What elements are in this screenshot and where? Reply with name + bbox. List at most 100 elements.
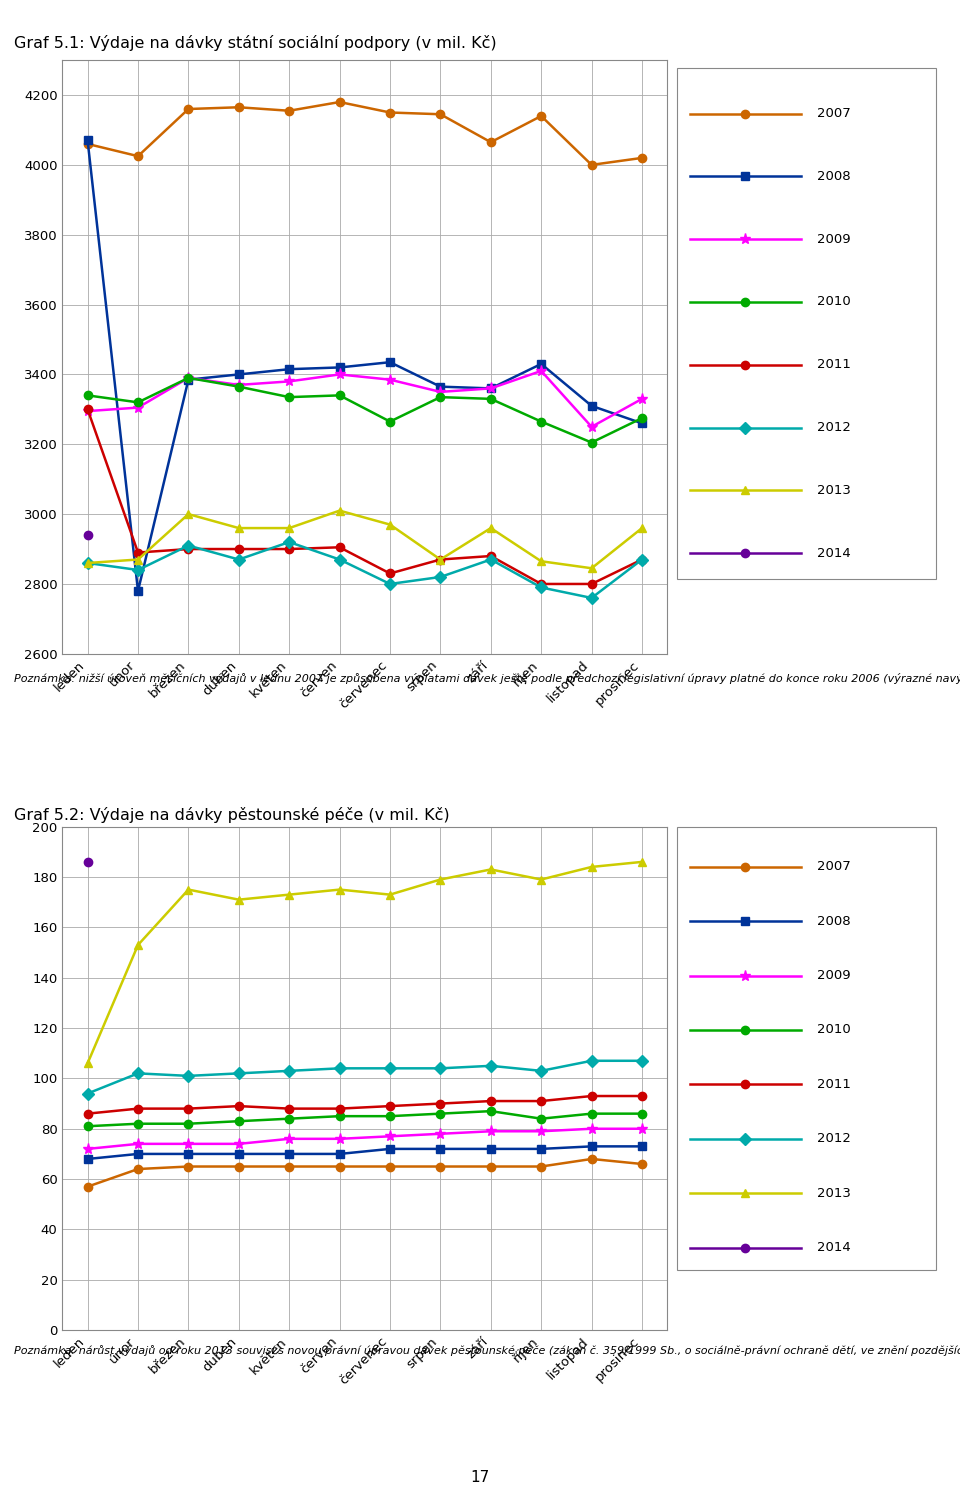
- 2013: [485, 519, 496, 537]
- Text: 2009: 2009: [817, 969, 851, 981]
- 2009: [132, 1135, 144, 1153]
- 2012: [283, 1061, 295, 1079]
- Line: 2007: 2007: [84, 98, 646, 168]
- 2009: [636, 389, 648, 407]
- Text: 2013: 2013: [817, 1187, 851, 1199]
- 2012: [636, 1052, 648, 1070]
- Text: 2013: 2013: [817, 484, 851, 497]
- Text: 2008: 2008: [817, 170, 851, 183]
- 2011: [233, 540, 245, 558]
- 2009: [334, 365, 346, 383]
- 2013: [636, 519, 648, 537]
- Text: 2012: 2012: [817, 1132, 851, 1145]
- 2013: [435, 870, 446, 888]
- 2013: [384, 516, 396, 534]
- 2008: [233, 1145, 245, 1163]
- 2007: [233, 98, 245, 116]
- 2008: [384, 1139, 396, 1157]
- 2010: [82, 386, 93, 404]
- Text: Poznámka: nárůst výdajů od roku 2013 souvisí s novou právní úpravou dávek pěstou: Poznámka: nárůst výdajů od roku 2013 sou…: [14, 1345, 960, 1356]
- 2009: [586, 1120, 597, 1138]
- Text: 2009: 2009: [817, 233, 851, 245]
- 2013: [233, 891, 245, 909]
- 2012: [485, 550, 496, 568]
- 2009: [334, 1130, 346, 1148]
- 2007: [536, 1157, 547, 1175]
- 2008: [132, 582, 144, 600]
- 2013: [182, 881, 194, 899]
- 2010: [334, 1108, 346, 1126]
- 2008: [82, 131, 93, 149]
- 2010: [82, 1117, 93, 1135]
- 2010: [485, 389, 496, 407]
- 2009: [384, 1127, 396, 1145]
- 2009: [283, 1130, 295, 1148]
- 2013: [485, 860, 496, 878]
- 2007: [82, 1178, 93, 1196]
- 2008: [334, 1145, 346, 1163]
- 2010: [132, 394, 144, 412]
- 2013: [82, 1054, 93, 1072]
- 2007: [485, 1157, 496, 1175]
- 2009: [283, 373, 295, 391]
- Text: 2008: 2008: [817, 914, 851, 927]
- 2011: [435, 1094, 446, 1112]
- 2008: [586, 397, 597, 415]
- 2008: [384, 353, 396, 371]
- 2013: [536, 552, 547, 570]
- 2013: [334, 502, 346, 520]
- 2009: [233, 376, 245, 394]
- 2008: [485, 1139, 496, 1157]
- 2013: [132, 936, 144, 954]
- 2010: [636, 1105, 648, 1123]
- 2007: [485, 134, 496, 152]
- 2008: [283, 361, 295, 379]
- 2012: [233, 550, 245, 568]
- 2010: [384, 1108, 396, 1126]
- 2007: [334, 93, 346, 111]
- Line: 2013: 2013: [84, 507, 646, 573]
- FancyBboxPatch shape: [677, 68, 936, 579]
- 2009: [132, 398, 144, 416]
- 2011: [636, 550, 648, 568]
- Line: 2014: 2014: [84, 531, 92, 540]
- 2011: [334, 538, 346, 556]
- 2011: [132, 1100, 144, 1118]
- 2012: [636, 550, 648, 568]
- 2012: [82, 1085, 93, 1103]
- 2011: [485, 547, 496, 565]
- FancyBboxPatch shape: [677, 827, 936, 1270]
- 2011: [586, 576, 597, 594]
- 2009: [636, 1120, 648, 1138]
- 2007: [182, 101, 194, 119]
- 2010: [182, 368, 194, 386]
- 2010: [132, 1115, 144, 1133]
- Line: 2009: 2009: [82, 1123, 648, 1154]
- 2010: [586, 1105, 597, 1123]
- 2010: [485, 1102, 496, 1120]
- 2009: [182, 368, 194, 386]
- 2007: [586, 1150, 597, 1168]
- 2007: [536, 107, 547, 125]
- 2010: [636, 409, 648, 427]
- 2008: [283, 1145, 295, 1163]
- 2012: [435, 1060, 446, 1078]
- Line: 2014: 2014: [84, 858, 92, 866]
- 2008: [485, 379, 496, 397]
- 2011: [283, 540, 295, 558]
- 2013: [182, 505, 194, 523]
- 2012: [334, 1060, 346, 1078]
- 2008: [334, 358, 346, 376]
- 2007: [82, 135, 93, 153]
- 2009: [485, 379, 496, 397]
- 2008: [536, 355, 547, 373]
- Text: 2010: 2010: [817, 296, 851, 308]
- Text: Graf 5.2: Výdaje na dávky pěstounské péče (v mil. Kč): Graf 5.2: Výdaje na dávky pěstounské péč…: [14, 807, 450, 824]
- 2013: [82, 555, 93, 573]
- 2011: [384, 565, 396, 583]
- 2008: [82, 1150, 93, 1168]
- 2011: [283, 1100, 295, 1118]
- 2007: [132, 1160, 144, 1178]
- 2013: [132, 550, 144, 568]
- 2008: [586, 1138, 597, 1156]
